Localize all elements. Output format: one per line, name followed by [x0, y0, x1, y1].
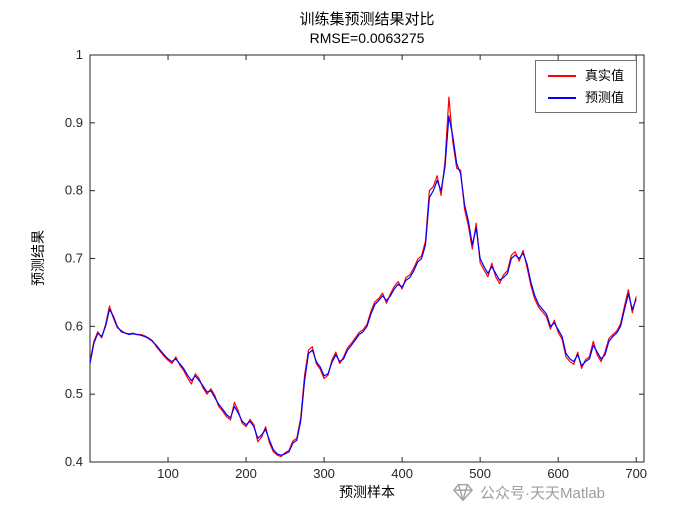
- x-tick-label: 300: [313, 466, 335, 481]
- legend: 真实值 预测值: [534, 60, 637, 113]
- legend-label-pred: 预测值: [584, 90, 624, 105]
- y-tick-label: 0.9: [65, 115, 83, 130]
- legend-entry-true: 真实值: [547, 68, 624, 83]
- y-tick-label: 0.4: [65, 454, 83, 469]
- y-axis-label: 预测结果: [30, 230, 46, 286]
- x-tick-label: 700: [625, 466, 647, 481]
- x-tick-label: 200: [235, 466, 257, 481]
- y-tick-label: 1: [76, 47, 83, 62]
- y-tick-label: 0.8: [65, 183, 83, 198]
- chart-title: 训练集预测结果对比: [299, 11, 435, 28]
- watermark-text: 公众号·天天Matlab: [480, 484, 606, 502]
- y-tick-label: 0.5: [65, 386, 83, 401]
- legend-label-true: 真实值: [584, 68, 624, 83]
- x-tick-label: 400: [391, 466, 413, 481]
- x-tick-label: 100: [157, 466, 179, 481]
- y-tick-label: 0.7: [65, 251, 83, 266]
- gem-logo-icon: [452, 481, 474, 503]
- y-tick-label: 0.6: [65, 318, 83, 333]
- x-axis-label: 预测样本: [339, 484, 395, 500]
- pred-series-line-swatch: [547, 96, 576, 99]
- x-tick-label: 500: [469, 466, 491, 481]
- chart-subtitle: RMSE=0.0063275: [309, 30, 425, 46]
- x-tick-label: 600: [547, 466, 569, 481]
- legend-entry-pred: 预测值: [547, 90, 624, 105]
- watermark: 公众号·天天Matlab: [452, 481, 605, 503]
- true-series-line-swatch: [547, 74, 576, 77]
- plot-box: [89, 54, 645, 463]
- pred-series-line: [89, 115, 637, 456]
- true-series-line: [89, 96, 637, 458]
